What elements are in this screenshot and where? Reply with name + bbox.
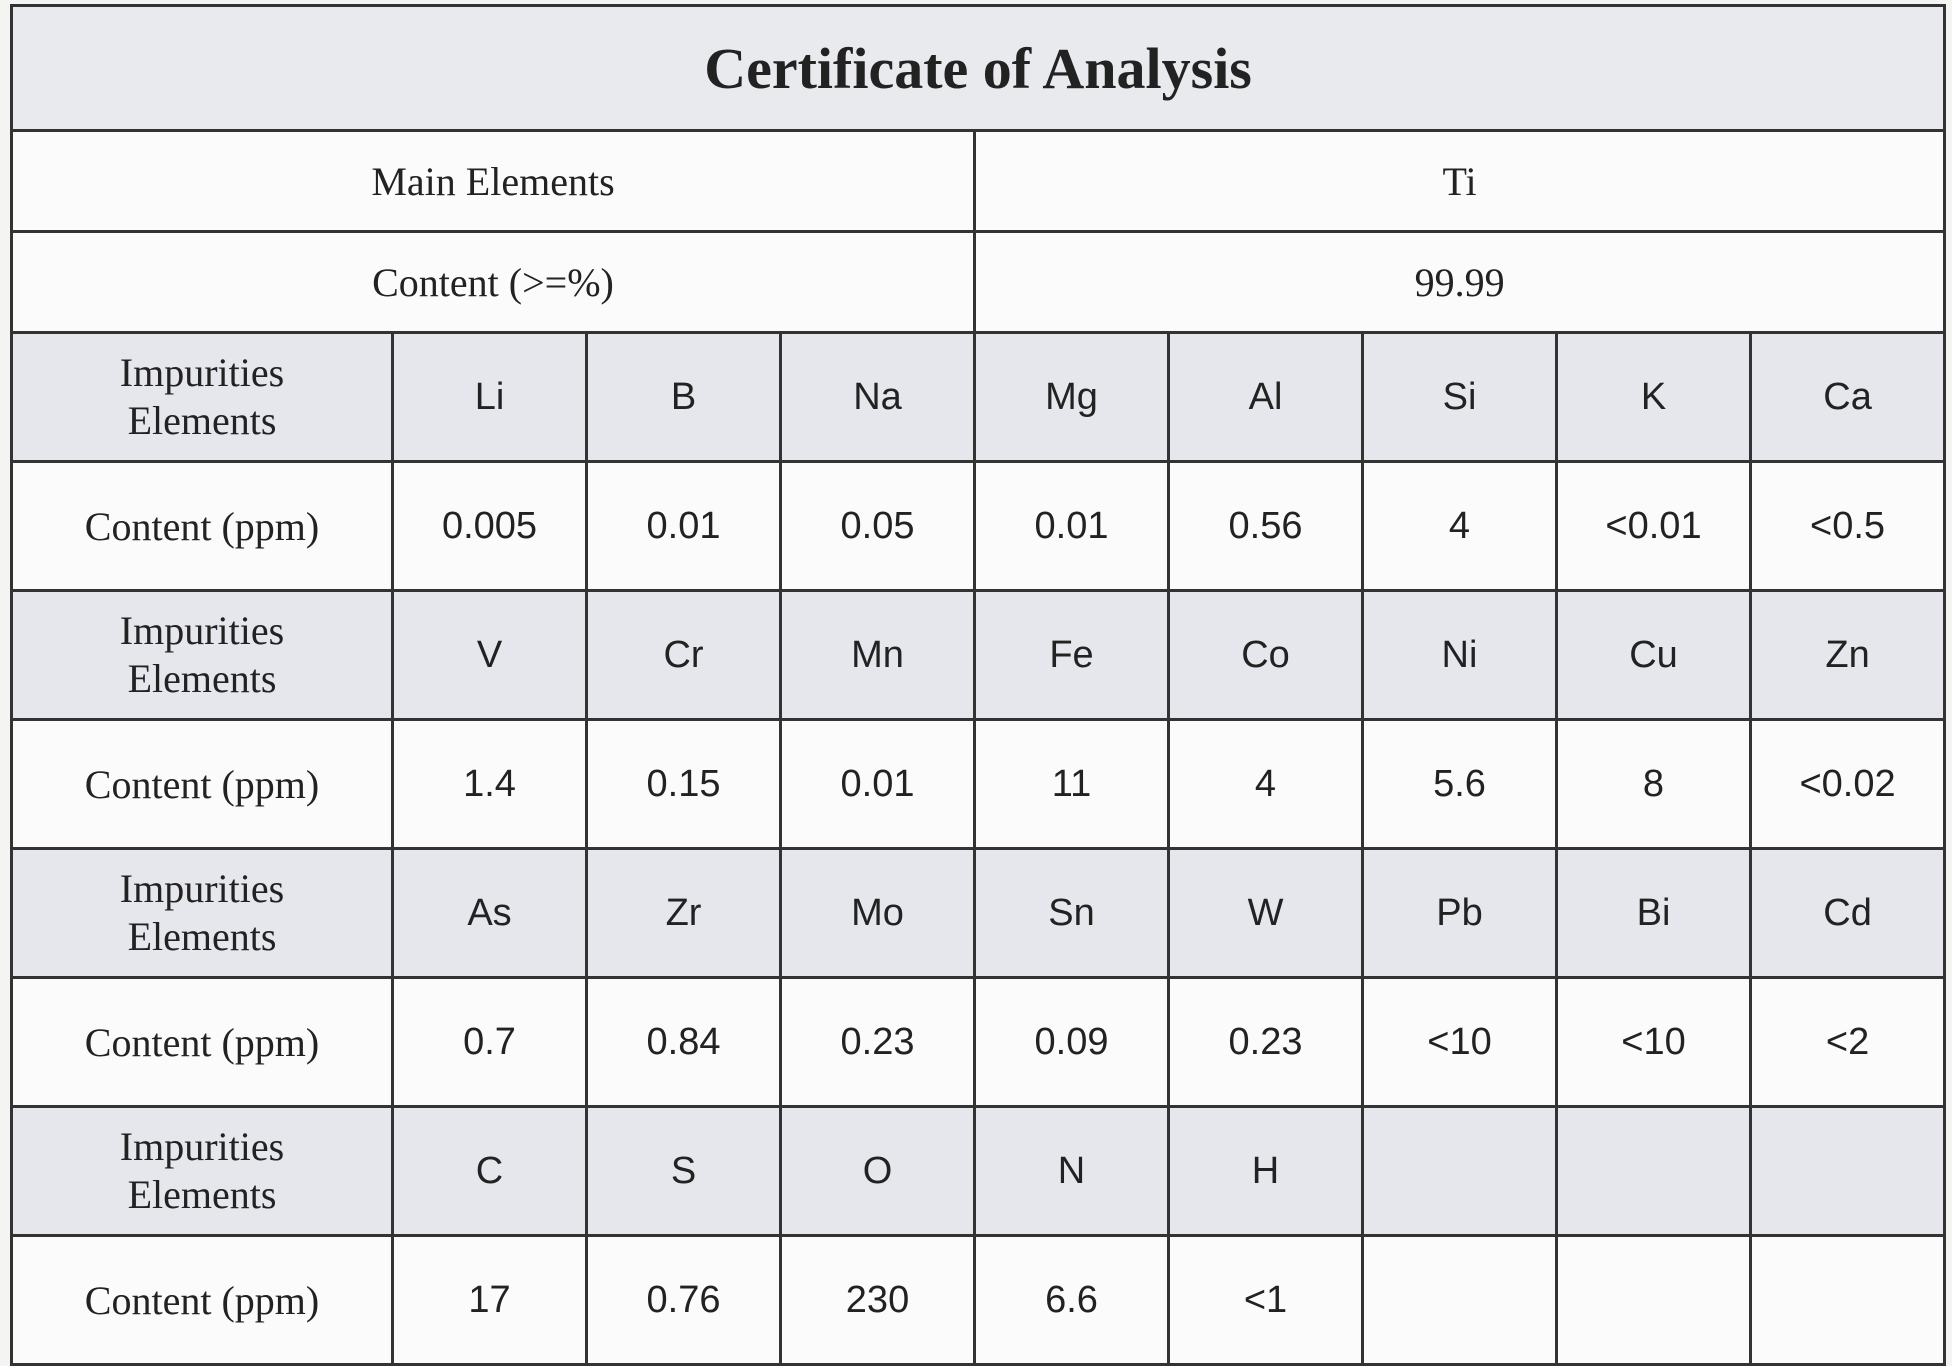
content-value: 1.4 — [391, 718, 588, 850]
empty-cell — [1748, 1105, 1947, 1237]
main-label: Main Elements — [10, 129, 976, 233]
content-row: Content (ppm) 0.005 0.01 0.05 0.01 0.56 4 <0.01… — [10, 460, 1947, 592]
content-label: Content (ppm) — [10, 976, 394, 1108]
element: Pb — [1361, 847, 1558, 979]
element: Fe — [973, 589, 1170, 721]
content-value: <10 — [1555, 976, 1752, 1108]
element: Li — [391, 331, 588, 463]
element: Na — [779, 331, 976, 463]
element: S — [585, 1105, 782, 1237]
content-label: Content (ppm) — [10, 1234, 394, 1366]
content-value: 0.01 — [585, 460, 782, 592]
title-row: Certificate of Analysis — [9, 4, 1947, 132]
content-value: 11 — [973, 718, 1170, 850]
content-label: Content (ppm) — [10, 460, 394, 592]
element: Mo — [779, 847, 976, 979]
content-row: Content (ppm) 0.7 0.84 0.23 0.09 0.23 <10 <10 <2 — [10, 976, 1947, 1108]
content-value: 0.23 — [1167, 976, 1364, 1108]
element: Cr — [585, 589, 782, 721]
impurity-label: Impurities Elements — [10, 847, 394, 979]
impurity-label: Impurities Elements — [10, 589, 394, 721]
element: Bi — [1555, 847, 1752, 979]
empty-cell — [1361, 1234, 1558, 1366]
empty-cell — [1748, 1234, 1947, 1366]
certificate: Certificate of Analysis Main Elements Ti C… — [9, 4, 1947, 1366]
element: H — [1167, 1105, 1364, 1237]
content-value: 0.01 — [973, 460, 1170, 592]
content-value: 4 — [1361, 460, 1558, 592]
element: Si — [1361, 331, 1558, 463]
empty-cell — [1555, 1234, 1752, 1366]
element-row: Impurities Elements C S O N H — [10, 1105, 1947, 1237]
content-value: 4 — [1167, 718, 1364, 850]
impurity-label: Impurities Elements — [10, 1105, 394, 1237]
element: Ni — [1361, 589, 1558, 721]
main-value: 99.99 — [972, 230, 1947, 334]
content-value: <2 — [1748, 976, 1947, 1108]
content-value: <0.01 — [1555, 460, 1752, 592]
element: Zr — [585, 847, 782, 979]
content-value: <1 — [1167, 1234, 1364, 1366]
element: O — [779, 1105, 976, 1237]
content-row: Content (ppm) 1.4 0.15 0.01 11 4 5.6 8 <0.02 — [10, 718, 1947, 850]
content-label: Content (ppm) — [10, 718, 394, 850]
element: Co — [1167, 589, 1364, 721]
content-value: <0.02 — [1748, 718, 1947, 850]
main-row: Main Elements Ti — [10, 129, 1947, 233]
content-value: 0.84 — [585, 976, 782, 1108]
element-row: Impurities Elements Li B Na Mg Al Si K Ca — [10, 331, 1947, 463]
element: Al — [1167, 331, 1364, 463]
element: Zn — [1748, 589, 1947, 721]
content-value: 0.05 — [779, 460, 976, 592]
analysis-table: Certificate of Analysis Main Elements Ti C… — [9, 4, 1947, 1366]
element: V — [391, 589, 588, 721]
content-value: 0.23 — [779, 976, 976, 1108]
main-row: Content (>=%) 99.99 — [10, 230, 1947, 334]
content-value: 17 — [391, 1234, 588, 1366]
content-row: Content (ppm) 17 0.76 230 6.6 <1 — [10, 1234, 1947, 1366]
element: As — [391, 847, 588, 979]
element: B — [585, 331, 782, 463]
content-value: 0.01 — [779, 718, 976, 850]
element: Mg — [973, 331, 1170, 463]
content-value: 8 — [1555, 718, 1752, 850]
main-label: Content (>=%) — [10, 230, 976, 334]
content-value: 5.6 — [1361, 718, 1558, 850]
empty-cell — [1555, 1105, 1752, 1237]
content-value: 0.56 — [1167, 460, 1364, 592]
element: Ca — [1748, 331, 1947, 463]
content-value: 0.09 — [973, 976, 1170, 1108]
content-value: 0.15 — [585, 718, 782, 850]
element: Cd — [1748, 847, 1947, 979]
content-value: 6.6 — [973, 1234, 1170, 1366]
element: K — [1555, 331, 1752, 463]
empty-cell — [1361, 1105, 1558, 1237]
title: Certificate of Analysis — [9, 4, 1947, 132]
content-value: 0.7 — [391, 976, 588, 1108]
element: N — [973, 1105, 1170, 1237]
table-body: Certificate of Analysis Main Elements Ti C… — [9, 4, 1947, 1366]
content-value: <10 — [1361, 976, 1558, 1108]
element: Cu — [1555, 589, 1752, 721]
element: Sn — [973, 847, 1170, 979]
element: Mn — [779, 589, 976, 721]
element-row: Impurities Elements As Zr Mo Sn W Pb Bi Cd — [10, 847, 1947, 979]
element: C — [391, 1105, 588, 1237]
element-row: Impurities Elements V Cr Mn Fe Co Ni Cu Zn — [10, 589, 1947, 721]
impurity-label: Impurities Elements — [10, 331, 394, 463]
content-value: 230 — [779, 1234, 976, 1366]
content-value: 0.76 — [585, 1234, 782, 1366]
content-value: 0.005 — [391, 460, 588, 592]
main-value: Ti — [972, 129, 1947, 233]
element: W — [1167, 847, 1364, 979]
content-value: <0.5 — [1748, 460, 1947, 592]
